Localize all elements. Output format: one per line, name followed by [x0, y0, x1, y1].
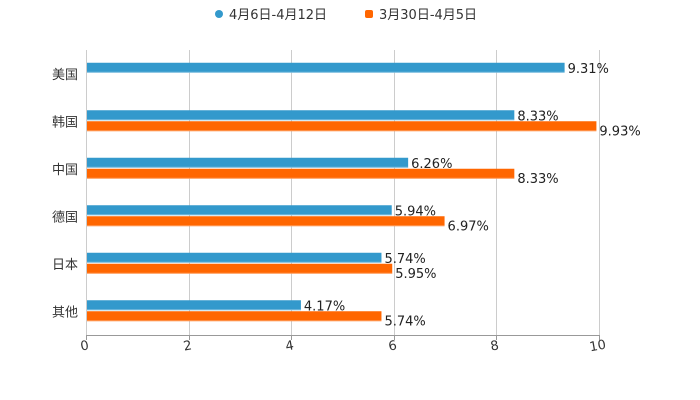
- legend-item-series-1[interactable]: 4月6日-4月12日: [215, 4, 327, 23]
- data-label: 9.93%: [599, 124, 640, 139]
- x-tick-label: 6: [387, 338, 398, 354]
- category-label: 韩国: [52, 115, 78, 130]
- data-label: 5.74%: [384, 252, 425, 267]
- data-label: 5.95%: [395, 267, 436, 282]
- x-tick-label: 4: [284, 338, 295, 354]
- bar-highlight: [87, 130, 597, 132]
- bar-series-2[interactable]: [87, 121, 597, 132]
- bar-series-2[interactable]: [87, 263, 393, 274]
- x-tick-label: 8: [489, 338, 500, 354]
- data-label: 5.94%: [395, 204, 436, 219]
- bar-series-1[interactable]: [87, 110, 515, 121]
- x-tick-label: 2: [182, 338, 193, 354]
- data-label: 9.31%: [568, 62, 609, 77]
- data-label: 6.97%: [448, 219, 489, 234]
- chart-legend: 4月6日-4月12日 3月30日-4月5日: [0, 4, 700, 24]
- bar-highlight: [87, 166, 409, 168]
- category-label: 美国: [52, 68, 78, 83]
- legend-circle-icon: [215, 9, 223, 18]
- bar-highlight: [87, 214, 392, 216]
- data-label: 8.33%: [517, 172, 558, 187]
- bar-series-1[interactable]: [87, 62, 565, 73]
- category-label: 其他: [52, 305, 78, 320]
- bars: 9.31% 8.33% 9.93% 6.26% 8.33% 5.94% 6.97% 5.74%…: [87, 62, 641, 329]
- bar-highlight: [87, 309, 301, 311]
- bar-highlight: [87, 272, 393, 274]
- category-label: 德国: [52, 210, 78, 225]
- x-tick-label: 10: [588, 338, 607, 356]
- gridlines: [86, 50, 600, 335]
- bar-highlight: [87, 71, 565, 73]
- bar-highlight: [87, 320, 382, 322]
- legend-label: 3月30日-4月5日: [379, 8, 478, 23]
- data-label: 5.74%: [384, 314, 425, 329]
- bar-series-1[interactable]: [87, 252, 382, 263]
- x-tick-label: 0: [79, 338, 90, 354]
- data-label: 6.26%: [411, 157, 452, 172]
- bar-series-1[interactable]: [87, 300, 301, 311]
- bar-series-1[interactable]: [87, 205, 392, 216]
- bar-highlight: [87, 261, 382, 263]
- legend-item-series-2[interactable]: 3月30日-4月5日: [365, 4, 477, 23]
- data-label: 4.17%: [304, 299, 345, 314]
- bar-series-2[interactable]: [87, 216, 445, 227]
- legend-label: 4月6日-4月12日: [229, 8, 328, 23]
- bar-series-1[interactable]: [87, 157, 409, 168]
- legend-square-icon: [365, 9, 373, 18]
- bar-highlight: [87, 225, 445, 227]
- category-label: 日本: [52, 258, 78, 273]
- bar-highlight: [87, 177, 515, 179]
- bar-series-2[interactable]: [87, 168, 515, 179]
- bar-highlight: [87, 119, 515, 121]
- data-label: 8.33%: [517, 109, 558, 124]
- x-axis: 0 2 4 6 8 10: [79, 335, 607, 355]
- category-label: 中国: [52, 163, 78, 178]
- bar-series-2[interactable]: [87, 311, 382, 322]
